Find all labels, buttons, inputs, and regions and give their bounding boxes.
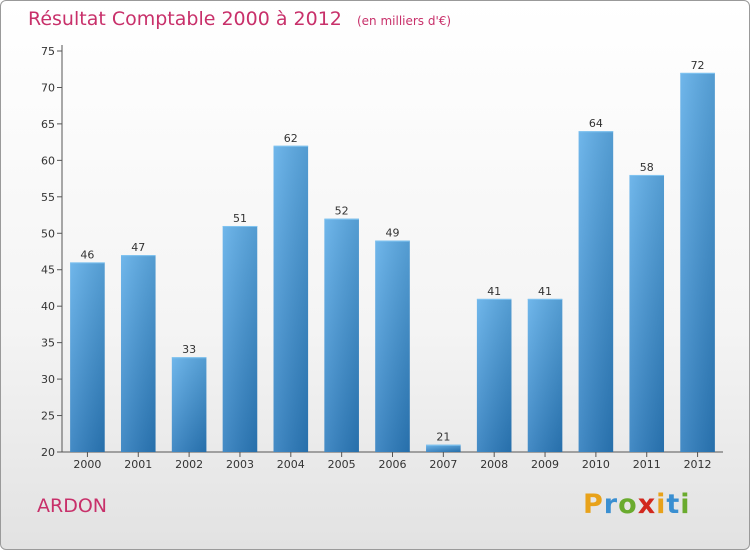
y-tick-label: 25	[41, 410, 55, 423]
x-tick-label: 2009	[531, 458, 559, 471]
bars-layer	[70, 72, 715, 453]
commune-name: ARDON	[37, 495, 107, 517]
bar-shade	[70, 262, 105, 452]
bar-shade	[578, 131, 614, 452]
bar-value-label: 21	[436, 431, 450, 444]
bar-value-label: 41	[487, 285, 501, 298]
x-tick-label: 2001	[124, 458, 152, 471]
logo-letter: x	[637, 489, 657, 520]
x-tick-label: 2000	[73, 458, 101, 471]
y-tick-label: 70	[41, 81, 55, 94]
bar-shade	[273, 145, 309, 453]
logo-letter: P	[583, 489, 604, 520]
logo-letter: o	[618, 489, 638, 520]
x-tick-label: 2010	[582, 458, 610, 471]
y-tick-label: 35	[41, 337, 55, 350]
labels-layer: 2000 46 2001 47 2002 33 2003 51 2004 62 2005 52 2006…	[73, 59, 711, 471]
bar-value-label: 72	[691, 59, 705, 72]
bar-value-label: 33	[182, 343, 196, 356]
bar-shade	[324, 218, 359, 452]
bar-shade	[120, 255, 156, 452]
y-tick-label: 65	[41, 118, 55, 131]
bar-shade	[222, 225, 258, 452]
x-tick-label: 2011	[633, 458, 661, 471]
y-tick-label: 20	[41, 446, 55, 459]
x-tick-label: 2012	[684, 458, 712, 471]
bar-shade	[426, 444, 461, 452]
bar-shade	[680, 72, 715, 452]
proxiti-logo: Proxiti	[583, 489, 691, 520]
bar-shade	[629, 174, 665, 453]
y-tick-label: 45	[41, 264, 55, 277]
bar-value-label: 62	[284, 132, 298, 145]
y-tick-label: 55	[41, 191, 55, 204]
bar-value-label: 52	[335, 205, 349, 218]
bar-value-label: 58	[640, 161, 654, 174]
bar-shade	[527, 298, 563, 452]
bar-value-label: 49	[386, 227, 400, 240]
y-tick-label: 50	[41, 227, 55, 240]
bar-shade	[476, 298, 512, 452]
bar-value-label: 47	[131, 241, 145, 254]
chart-subtitle: (en milliers d'€)	[356, 14, 452, 28]
y-tick-label: 30	[41, 373, 55, 386]
bar-value-label: 64	[589, 117, 603, 130]
y-tick-label: 60	[41, 154, 55, 167]
chart-title-block: Résultat Comptable 2000 à 2012 (en milli…	[28, 8, 451, 30]
x-tick-label: 2003	[226, 458, 254, 471]
bar-value-label: 51	[233, 212, 247, 225]
x-tick-label: 2004	[277, 458, 305, 471]
bar-value-label: 41	[538, 285, 552, 298]
bar-value-label: 46	[80, 248, 94, 261]
logo-letter: i	[656, 489, 667, 520]
x-tick-label: 2008	[480, 458, 508, 471]
logo-letter: i	[680, 489, 691, 520]
x-tick-label: 2005	[328, 458, 356, 471]
logo-letter: t	[666, 489, 681, 520]
bar-shade	[171, 357, 207, 452]
y-tick-label: 40	[41, 300, 55, 313]
x-tick-label: 2006	[379, 458, 407, 471]
x-tick-label: 2007	[429, 458, 457, 471]
chart-title: Résultat Comptable 2000 à 2012	[28, 8, 342, 30]
bar-shade	[375, 240, 410, 452]
x-tick-label: 2002	[175, 458, 203, 471]
y-tick-label: 75	[41, 45, 55, 58]
logo-letter: r	[603, 489, 619, 520]
